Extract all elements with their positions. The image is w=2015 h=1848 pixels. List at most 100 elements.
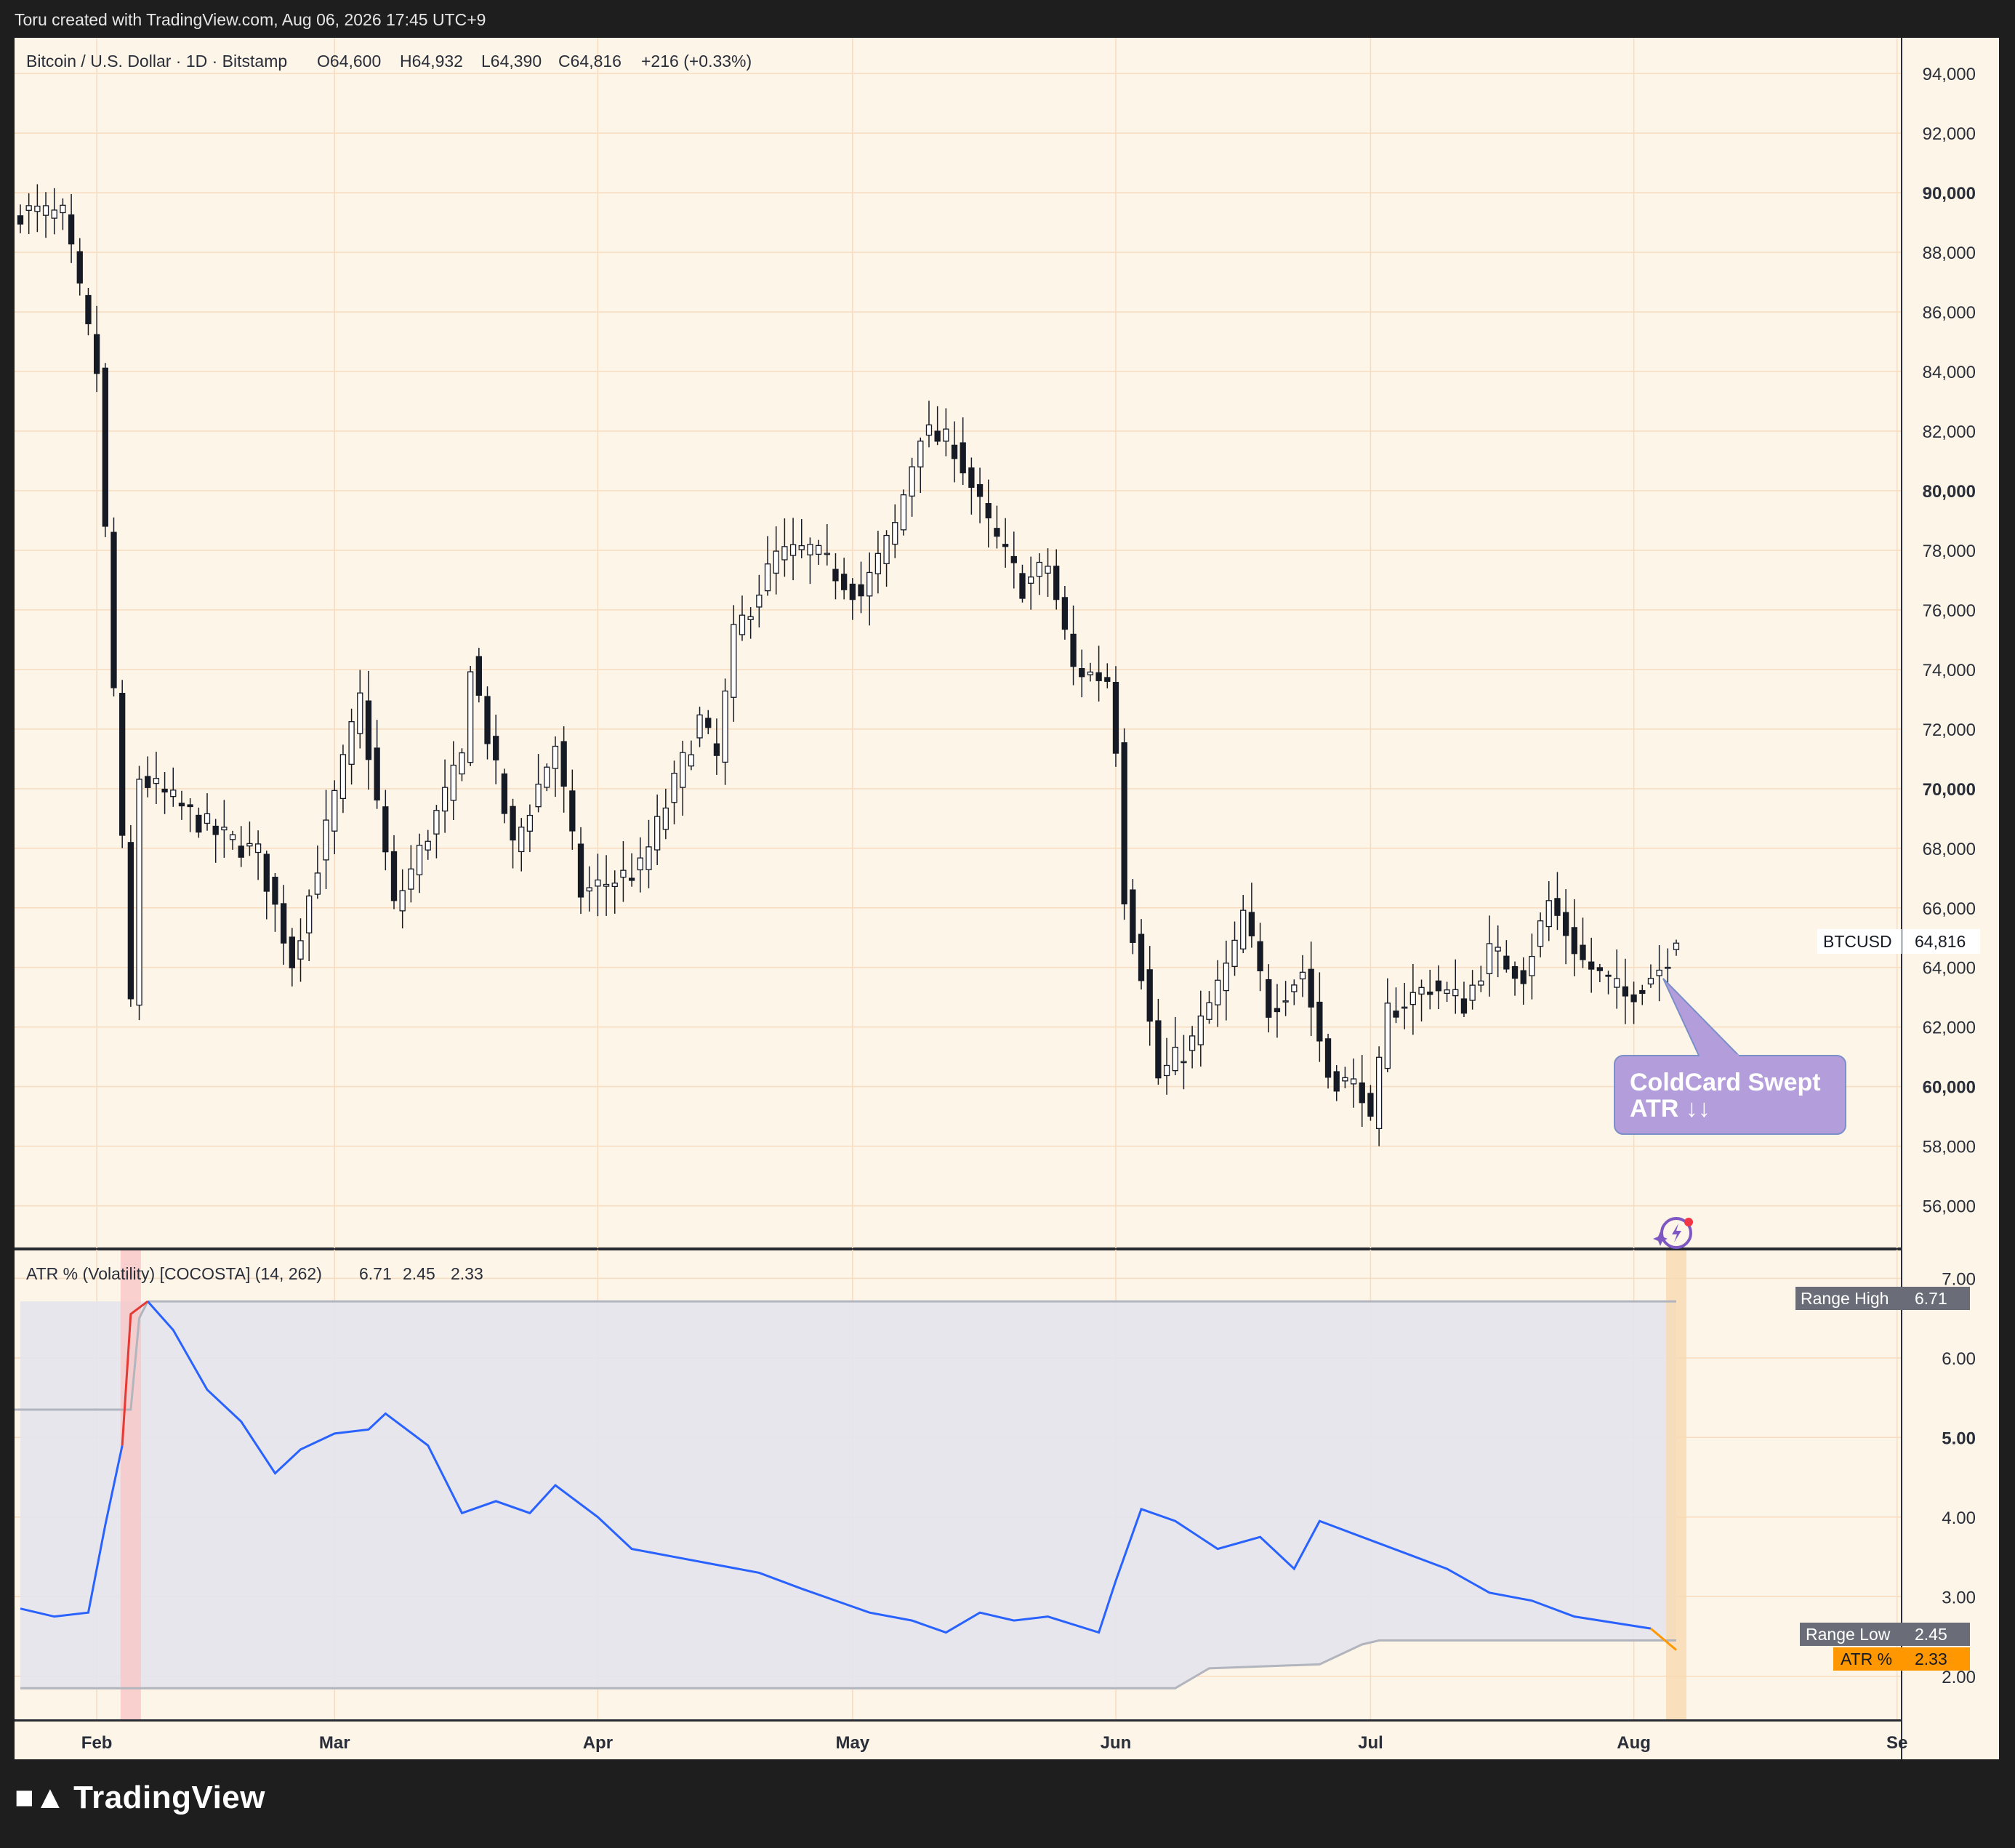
price-candle bbox=[858, 561, 864, 614]
price-candle bbox=[1010, 531, 1017, 589]
candle-body bbox=[1427, 991, 1433, 995]
price-candle bbox=[586, 866, 592, 912]
candle-body bbox=[1223, 963, 1230, 992]
price-candle bbox=[229, 830, 236, 850]
price-candle bbox=[1350, 1058, 1357, 1108]
time-axis-tick: Mar bbox=[319, 1733, 350, 1753]
candle-body bbox=[934, 430, 941, 442]
price-candle bbox=[807, 537, 813, 584]
price-candle bbox=[832, 553, 839, 600]
price-candle bbox=[1614, 949, 1620, 1009]
price-candle bbox=[102, 363, 108, 537]
atr-tags: Range High 6.71 Range Low 2.45 ATR % 2.3… bbox=[1795, 1287, 1970, 1671]
price-candle bbox=[1596, 963, 1604, 982]
candle-body bbox=[136, 779, 142, 1006]
candle-body bbox=[1197, 1015, 1204, 1045]
candle-body bbox=[620, 869, 627, 878]
sparkle-bolt-icon[interactable] bbox=[1653, 1217, 1693, 1249]
price-axis-tick: 88,000 bbox=[1923, 244, 1976, 263]
legend-low: L64,390 bbox=[481, 52, 542, 71]
candle-body bbox=[1206, 1002, 1212, 1020]
candle-body bbox=[595, 879, 601, 887]
price-axis-tick: 62,000 bbox=[1923, 1019, 1976, 1038]
candle-body bbox=[161, 788, 168, 793]
candle-body bbox=[756, 594, 763, 608]
candle-body bbox=[1104, 677, 1111, 682]
price-candle bbox=[1562, 889, 1569, 965]
price-candle bbox=[1231, 921, 1238, 976]
candle-body bbox=[1130, 889, 1136, 943]
candle-body bbox=[51, 209, 57, 219]
price-candle bbox=[306, 889, 313, 962]
price-candle bbox=[119, 680, 126, 848]
candle-body bbox=[382, 806, 389, 853]
price-candle bbox=[756, 574, 763, 628]
candle-body bbox=[909, 466, 915, 497]
candle-body bbox=[339, 754, 347, 800]
candle-body bbox=[1189, 1035, 1196, 1051]
candle-body bbox=[1010, 555, 1017, 563]
candle-body bbox=[1537, 920, 1544, 947]
tradingview-logo[interactable]: ■▲ TradingView bbox=[15, 1780, 265, 1816]
candle-body bbox=[25, 205, 32, 211]
candle-body bbox=[289, 936, 295, 968]
candle-body bbox=[221, 827, 228, 831]
atr-value: 2.33 bbox=[1915, 1650, 1947, 1668]
price-candle bbox=[382, 790, 389, 871]
price-candle bbox=[25, 193, 32, 234]
price-candle bbox=[263, 851, 270, 920]
price-axis-tick: 80,000 bbox=[1923, 482, 1976, 502]
price-candle bbox=[1274, 984, 1281, 1038]
candle-body bbox=[1308, 968, 1314, 1008]
price-axis-strip[interactable] bbox=[1902, 38, 1999, 1759]
candle-body bbox=[1028, 577, 1034, 584]
candle-body bbox=[1215, 979, 1221, 1005]
price-candle bbox=[1605, 971, 1612, 995]
candle-body bbox=[484, 696, 491, 744]
price-candle bbox=[951, 421, 958, 483]
price-candle bbox=[1087, 662, 1094, 682]
price-candle bbox=[161, 771, 168, 814]
candle-body bbox=[781, 546, 788, 561]
price-candle bbox=[976, 467, 984, 523]
price-candle bbox=[1375, 1046, 1383, 1146]
candle-body bbox=[518, 827, 525, 853]
price-candle bbox=[798, 519, 805, 558]
price-candle bbox=[662, 788, 669, 840]
price-candle bbox=[510, 798, 516, 869]
price-candle bbox=[1495, 925, 1501, 978]
candle-body bbox=[560, 741, 567, 787]
price-candle bbox=[196, 807, 202, 838]
price-candle bbox=[943, 408, 949, 457]
atr-line-early bbox=[20, 1445, 124, 1618]
atr-axis-tick: 7.00 bbox=[1942, 1269, 1976, 1289]
price-candle bbox=[671, 760, 677, 824]
candle-body bbox=[1384, 1003, 1391, 1069]
price-candle bbox=[713, 718, 720, 775]
candle-body bbox=[17, 215, 24, 225]
candle-body bbox=[314, 872, 321, 895]
candle-body bbox=[1316, 1001, 1323, 1042]
price-candle bbox=[459, 748, 465, 782]
price-candle bbox=[739, 595, 746, 641]
atr-value-box bbox=[1903, 1647, 1970, 1671]
price-axis-tick: 82,000 bbox=[1923, 422, 1976, 442]
candle-body bbox=[773, 550, 779, 574]
candle-body bbox=[1112, 682, 1119, 754]
candle-body bbox=[187, 804, 193, 808]
coldcard-callout[interactable]: ColdCard Swept ATR ↓↓ bbox=[1614, 978, 1846, 1135]
price-candle bbox=[204, 793, 211, 831]
candle-body bbox=[323, 819, 329, 861]
candle-body bbox=[254, 843, 262, 853]
price-candle bbox=[1393, 987, 1399, 1024]
price-candle bbox=[1206, 991, 1212, 1024]
candle-body bbox=[1324, 1038, 1332, 1078]
candle-body bbox=[1588, 961, 1595, 970]
price-candle bbox=[1444, 981, 1450, 1003]
price-candle bbox=[416, 833, 423, 893]
price-candle bbox=[815, 539, 822, 565]
legend-open: O64,600 bbox=[317, 52, 381, 71]
axes: 94,000 92,000 90,000 88,000 86,000 84,000 82,0… bbox=[81, 65, 1976, 1753]
